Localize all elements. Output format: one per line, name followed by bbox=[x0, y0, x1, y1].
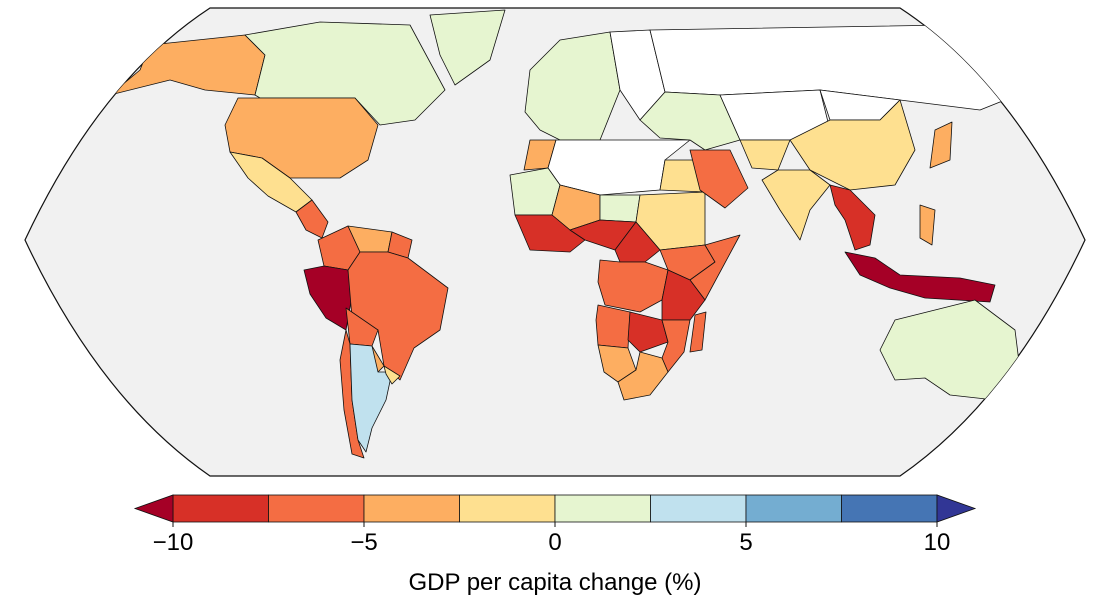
region-canada bbox=[244, 21, 446, 126]
region-uruguay bbox=[383, 365, 401, 385]
colorbar-tick-label: 10 bbox=[924, 529, 951, 556]
region-india bbox=[761, 169, 831, 241]
region-mauritania bbox=[509, 167, 561, 216]
region-central-africa bbox=[614, 221, 661, 263]
region-philippines bbox=[919, 204, 936, 246]
colorbar-bin bbox=[459, 494, 556, 523]
colorbar-extend-low bbox=[133, 494, 174, 523]
region-zambia bbox=[627, 311, 669, 353]
colorbar-extend-high bbox=[936, 494, 977, 523]
region-central-america bbox=[295, 199, 329, 239]
colorbar: −10 −5 0 5 10 bbox=[133, 494, 977, 556]
colorbar-bin bbox=[172, 494, 269, 523]
region-united-states bbox=[224, 97, 379, 179]
region-saudi-arabia bbox=[689, 149, 749, 209]
colorbar-bin bbox=[841, 494, 938, 523]
region-new-zealand bbox=[1029, 384, 1049, 421]
region-south-africa bbox=[617, 351, 669, 401]
colorbar-bin bbox=[363, 494, 460, 523]
colorbar-bin bbox=[268, 494, 365, 523]
region-argentina bbox=[349, 343, 393, 453]
region-niger bbox=[599, 194, 641, 223]
region-madagascar bbox=[689, 311, 707, 353]
region-china bbox=[789, 99, 916, 191]
colorbar-tick-label: 0 bbox=[548, 529, 561, 556]
region-indonesia bbox=[844, 251, 996, 303]
region-australia bbox=[879, 299, 1021, 401]
region-middle-east bbox=[639, 91, 741, 151]
colorbar-tick-label: 5 bbox=[739, 529, 752, 556]
region-japan bbox=[929, 121, 953, 169]
colorbar-bin bbox=[554, 494, 651, 523]
region-angola bbox=[595, 304, 631, 349]
colorbar-label: GDP per capita change (%) bbox=[408, 569, 701, 596]
region-southeast-asia bbox=[829, 184, 876, 251]
colorbar-bin bbox=[650, 494, 747, 523]
colorbar-bin bbox=[745, 494, 842, 523]
countries-layer bbox=[109, 9, 1049, 459]
colorbar-tick-label: −10 bbox=[153, 529, 194, 556]
region-greenland bbox=[429, 9, 506, 86]
colorbar-tick-label: −5 bbox=[350, 529, 377, 556]
